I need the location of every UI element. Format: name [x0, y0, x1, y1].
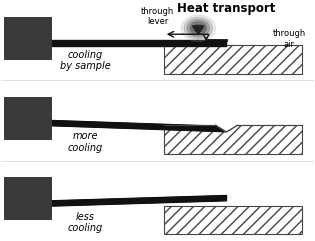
Bar: [4, 97, 52, 140]
Circle shape: [190, 22, 207, 34]
Text: less
cooling: less cooling: [68, 212, 103, 233]
Bar: [4, 177, 52, 220]
Bar: [164, 45, 302, 74]
Polygon shape: [52, 40, 226, 46]
Polygon shape: [214, 124, 239, 132]
Polygon shape: [193, 26, 204, 34]
Text: Heat transport: Heat transport: [177, 2, 276, 15]
Bar: [4, 17, 52, 60]
Polygon shape: [52, 120, 226, 132]
Bar: [164, 206, 302, 234]
Circle shape: [181, 15, 215, 41]
Circle shape: [187, 20, 209, 37]
Bar: [164, 125, 302, 154]
Text: more
cooling: more cooling: [68, 131, 103, 153]
Text: cooling
by sample: cooling by sample: [60, 50, 111, 71]
Text: through
air: through air: [272, 29, 306, 49]
Circle shape: [184, 17, 212, 39]
Text: through
lever: through lever: [141, 7, 174, 26]
Polygon shape: [52, 195, 226, 206]
